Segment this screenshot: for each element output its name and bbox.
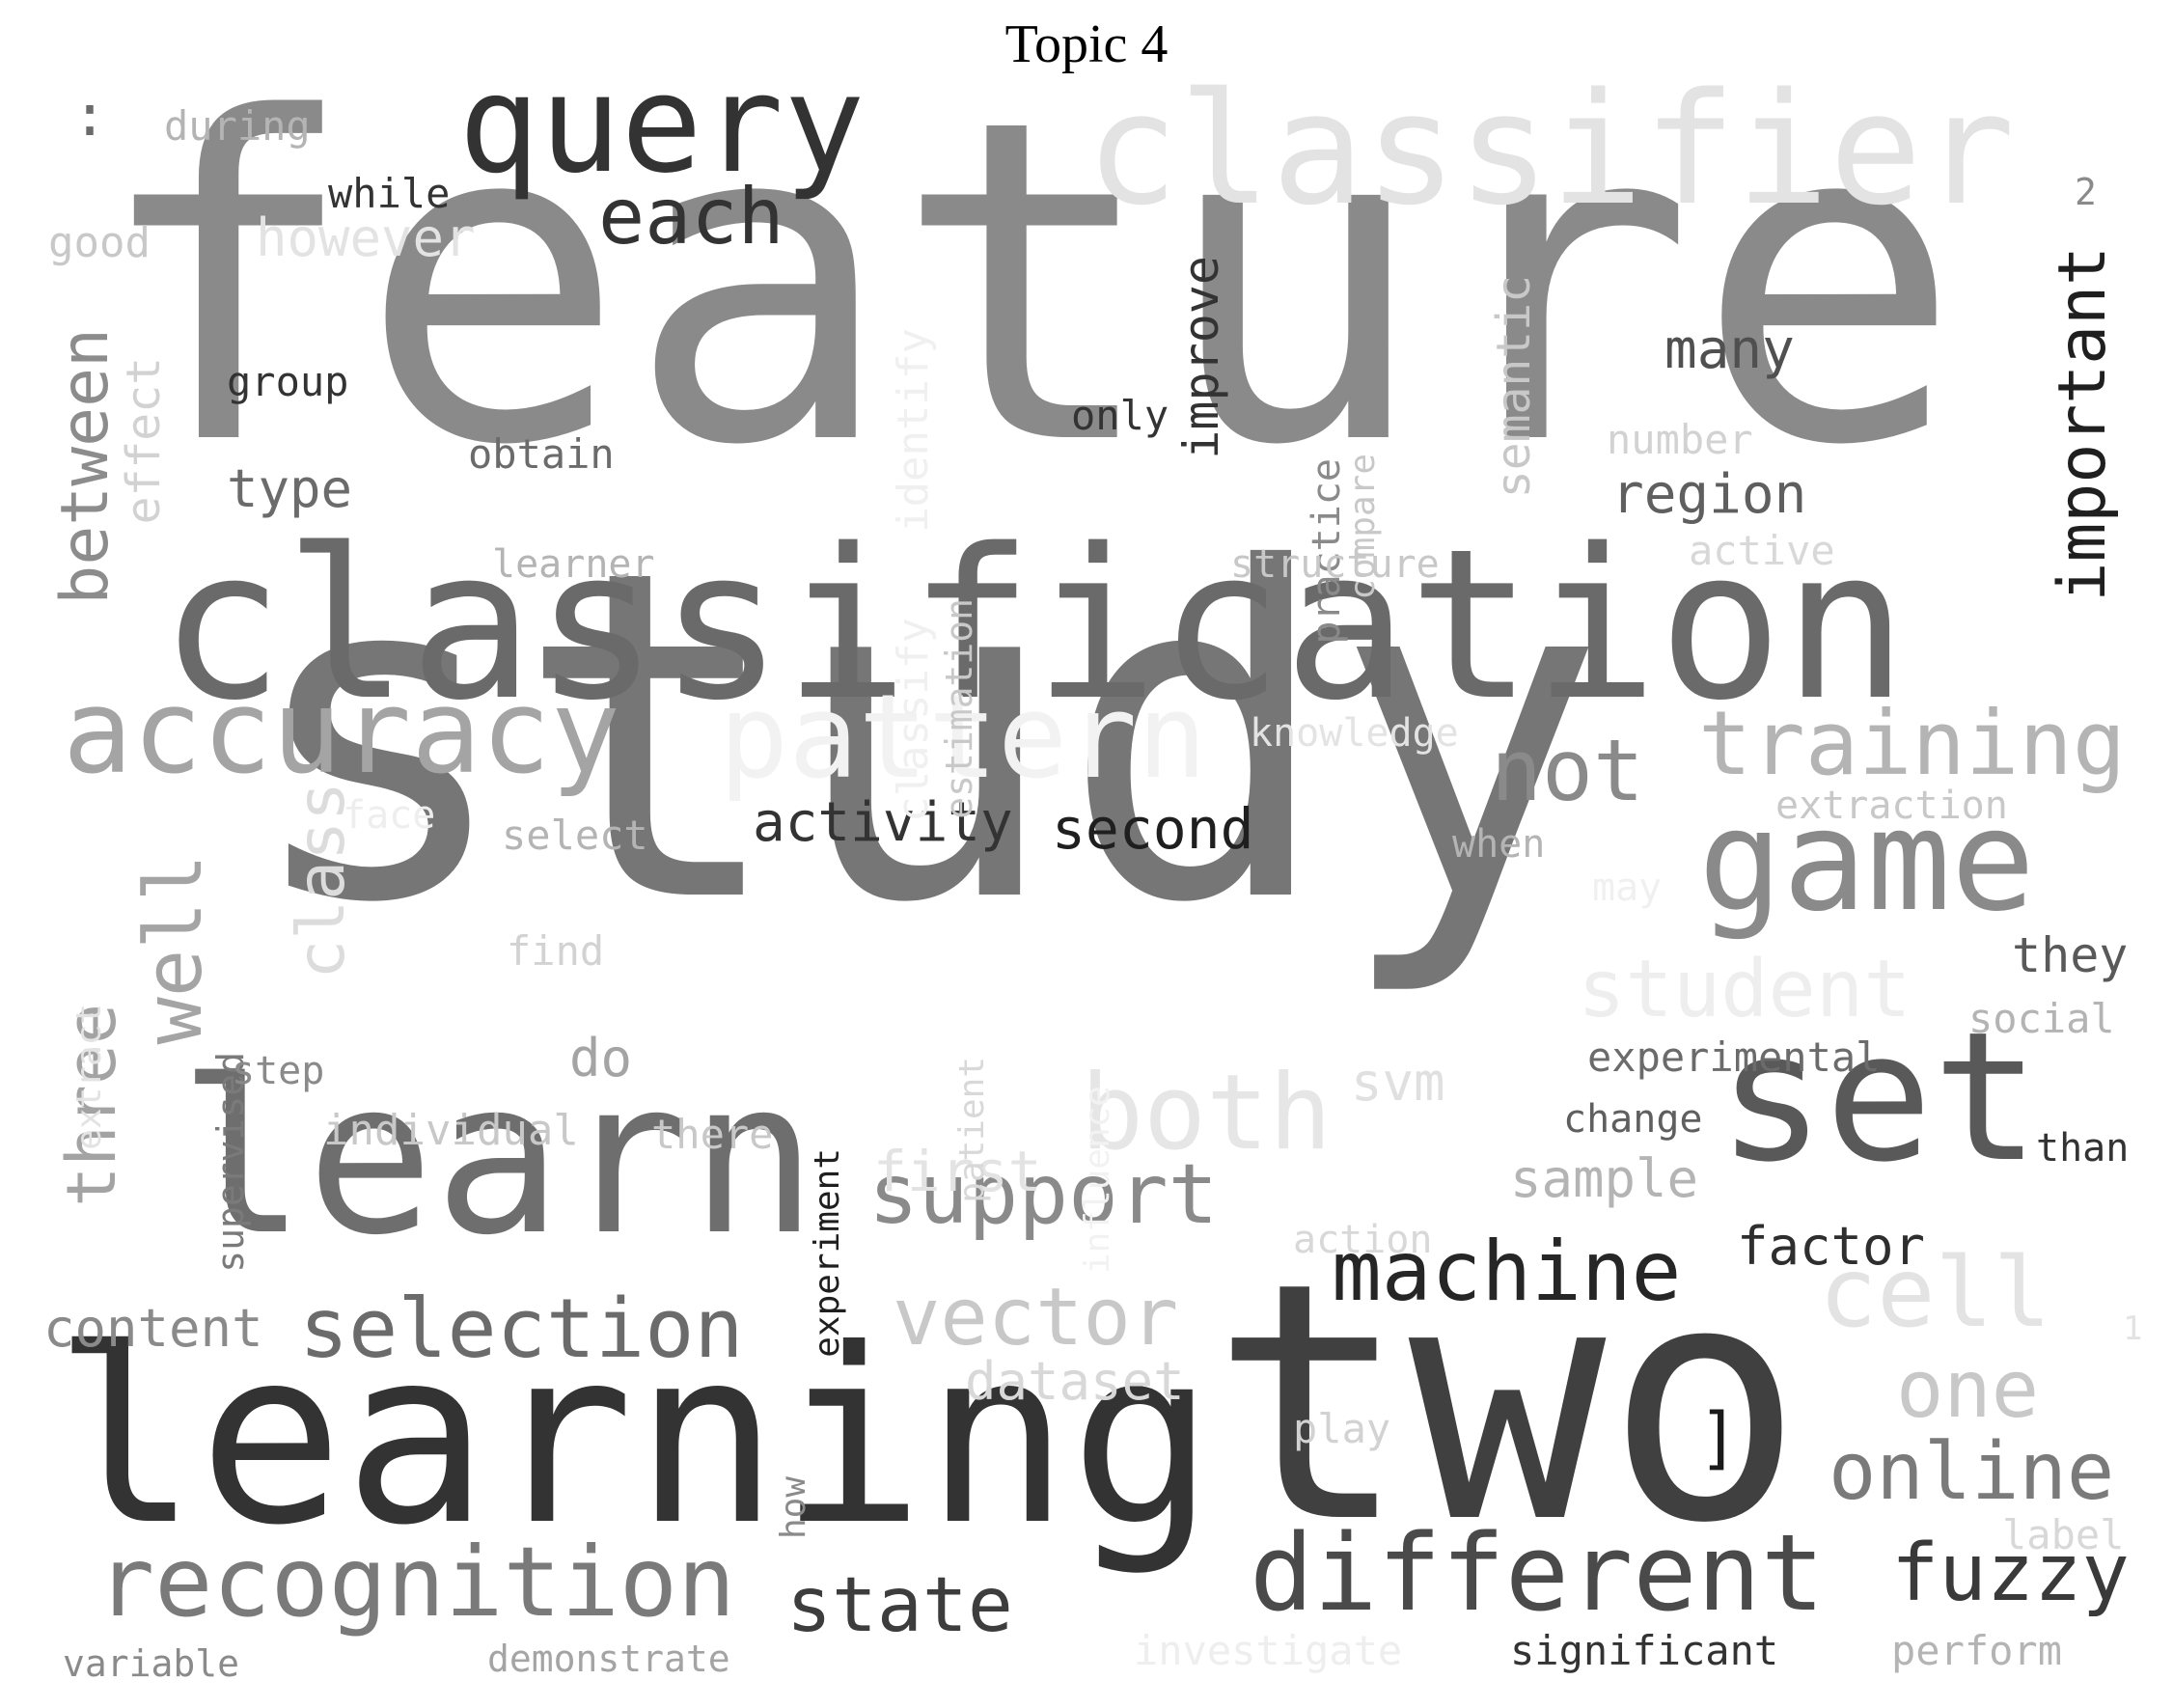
word-study: study xyxy=(241,474,1607,1002)
word-influence: influence xyxy=(1078,1086,1117,1275)
word-learn: learn xyxy=(179,1034,818,1281)
word-during: during xyxy=(164,102,311,150)
word-2: 2 xyxy=(2075,171,2097,213)
word-sample: sample xyxy=(1510,1148,1699,1209)
word-variable: variable xyxy=(63,1642,240,1685)
word-recognition: recognition xyxy=(96,1526,736,1639)
word-extraction: extraction xyxy=(1775,784,2008,828)
word-fuzzy: fuzzy xyxy=(1891,1528,2130,1619)
word-perform: perform xyxy=(1891,1627,2063,1674)
word-however: however xyxy=(256,207,476,268)
word-do: do xyxy=(569,1028,633,1088)
word-demonstrate: demonstrate xyxy=(487,1638,730,1680)
word-classification: classification xyxy=(159,504,1909,746)
word-online: online xyxy=(1829,1426,2115,1518)
word-first: first xyxy=(873,1139,1042,1204)
word-factor: factor xyxy=(1737,1216,1926,1277)
word-both: both xyxy=(1081,1053,1333,1173)
word-identify: identify xyxy=(889,328,938,533)
word-face: face xyxy=(343,793,436,838)
word-vector: vector xyxy=(893,1272,1179,1364)
word-estimation: estimation xyxy=(938,598,980,819)
word-they: they xyxy=(2012,927,2129,983)
word-how: how xyxy=(774,1476,813,1540)
word-support: support xyxy=(868,1146,1219,1243)
word-classifier: classifier xyxy=(1086,59,2016,239)
word-region: region xyxy=(1611,463,1807,526)
word-state: state xyxy=(786,1562,1013,1649)
word-investigate: investigate xyxy=(1134,1627,1403,1674)
word-individual: individual xyxy=(323,1106,579,1155)
word-effect: effect xyxy=(117,357,171,525)
word-1: 1 xyxy=(2123,1309,2143,1348)
word-semantic: semantic xyxy=(1487,275,1541,499)
word-selection: selection xyxy=(299,1281,744,1377)
word-activity: activity xyxy=(753,791,1013,854)
word-content: content xyxy=(43,1298,263,1359)
word-may: may xyxy=(1592,866,1663,910)
word-between: between xyxy=(47,328,124,605)
word-different: different xyxy=(1250,1511,1826,1635)
word-training: training xyxy=(1698,692,2127,795)
word-when: when xyxy=(1452,822,1546,867)
page-title: Topic 4 xyxy=(1004,14,1169,74)
word-cell: cell xyxy=(1819,1236,2051,1349)
word-second: second xyxy=(1052,796,1254,862)
word-each: each xyxy=(598,172,784,262)
word-dataset: dataset xyxy=(965,1351,1185,1412)
word-important: important xyxy=(2045,246,2121,602)
word-group: group xyxy=(227,358,349,405)
word-student: student xyxy=(1578,944,1912,1035)
word-improve: improve xyxy=(1173,256,1229,459)
word-active: active xyxy=(1689,527,1835,574)
word-while: while xyxy=(328,170,451,217)
word-machine: machine xyxy=(1332,1224,1682,1320)
word-obtain: obtain xyxy=(468,430,615,478)
word-many: many xyxy=(1664,318,1795,381)
word-change: change xyxy=(1563,1097,1703,1142)
word-select: select xyxy=(502,812,648,859)
word-find: find xyxy=(507,927,605,975)
word-not: not xyxy=(1491,721,1644,820)
word-than: than xyxy=(2036,1126,2130,1171)
word-svm: svm xyxy=(1351,1052,1445,1113)
word-knowledge: knowledge xyxy=(1250,711,1459,756)
word-classify: classify xyxy=(889,618,938,822)
word-structure: structure xyxy=(1230,542,1440,587)
word-label: label xyxy=(2002,1511,2125,1558)
word-query: query xyxy=(458,46,866,204)
word-learner: learner xyxy=(492,542,655,587)
word-significant: significant xyxy=(1510,1627,1779,1674)
word-colon: : xyxy=(72,82,108,150)
word-patient: patient xyxy=(952,1057,992,1203)
word-action: action xyxy=(1293,1218,1433,1262)
word-set: set xyxy=(1718,993,2041,1201)
word-two: two xyxy=(1211,1213,1804,1595)
word-there: there xyxy=(651,1111,774,1158)
word-experiment: experiment xyxy=(808,1148,847,1358)
word-bracket: ] xyxy=(1698,1398,1740,1477)
word-play: play xyxy=(1293,1405,1391,1452)
word-accuracy: accuracy xyxy=(63,666,620,800)
word-extract: extract xyxy=(69,1004,109,1150)
word-number: number xyxy=(1607,416,1753,463)
word-type: type xyxy=(227,458,353,519)
word-step: step xyxy=(232,1049,325,1093)
word-social: social xyxy=(1968,995,2115,1042)
word-learning: learning xyxy=(53,1297,1216,1578)
word-one: one xyxy=(1896,1344,2040,1436)
word-only: only xyxy=(1071,392,1169,439)
word-well: well xyxy=(128,854,220,1045)
word-game: game xyxy=(1698,780,2036,943)
word-feature: feature xyxy=(92,26,1963,542)
word-good: good xyxy=(48,218,151,267)
word-pattern: pattern xyxy=(719,671,1207,805)
word-experimental: experimental xyxy=(1587,1033,1881,1081)
